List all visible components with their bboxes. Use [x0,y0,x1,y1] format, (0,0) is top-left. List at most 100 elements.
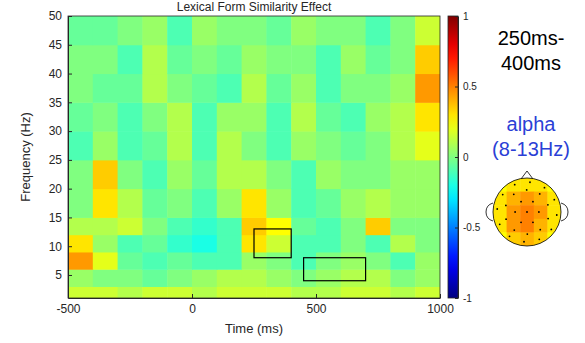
heat-cell [192,16,217,45]
heat-cell [217,74,242,103]
electrode [553,199,555,201]
y-tick-label: 35 [49,96,63,110]
heat-cell [366,74,391,103]
heat-cell [167,269,192,287]
x-tick-label: 0 [189,302,196,316]
heat-cell [415,160,440,189]
heat-cell [142,131,167,160]
electrode [556,214,558,216]
heat-cell [118,235,143,253]
topography-cell [520,205,534,219]
heat-cell [167,160,192,189]
topography-cell [520,192,534,206]
topography-cell [547,232,561,246]
x-tick-label: 500 [306,302,326,316]
heat-cell [242,74,267,103]
heat-cell [415,102,440,131]
heat-cell [341,74,366,103]
heat-cell [341,252,366,270]
colorbar-tick-mark [455,298,458,299]
heat-cell [217,131,242,160]
heat-cell [291,189,316,218]
heat-cell [68,102,93,131]
heat-cell [68,74,93,103]
heat-cell [118,160,143,189]
heat-cell [366,160,391,189]
heat-cell [316,16,341,45]
heat-cell [217,269,242,287]
heat-cell [68,16,93,45]
heat-cell [68,269,93,287]
heat-cell [316,160,341,189]
x-tick-mark [440,294,441,298]
x-tick: 500 [306,294,326,316]
heat-cell [291,217,316,235]
highlight-box [304,258,366,281]
heatmap-cells [68,16,440,298]
heat-cell [266,189,291,218]
heat-cell [341,45,366,74]
heat-cell [118,74,143,103]
heat-cell [192,189,217,218]
heat-cell [390,160,415,189]
electrode [526,211,528,213]
y-tick: 15 [49,211,72,225]
heat-cell [316,269,341,287]
electrode [529,181,531,183]
topography-cell [507,219,521,233]
y-tick: 35 [49,96,72,110]
heat-cell [341,16,366,45]
heat-cell [93,252,118,270]
topography-cell [493,232,507,246]
topography-cell [547,219,561,233]
y-tick-mark [68,246,72,247]
electrode [505,205,507,207]
heat-cell [68,131,93,160]
electrode [502,194,504,196]
topography-cell [493,178,507,192]
topography-cell [507,205,521,219]
heat-cell [93,74,118,103]
electrode [532,201,534,203]
heat-cell [167,74,192,103]
heat-cell [217,286,242,298]
topography-cell [534,178,548,192]
heat-cell [316,189,341,218]
heat-cell [366,45,391,74]
topography-cell [534,219,548,233]
heat-cell [242,189,267,218]
heat-cell [415,131,440,160]
heat-cell [366,286,391,298]
heat-cell [142,45,167,74]
heat-cell [242,286,267,298]
y-tick-mark [68,217,72,218]
heat-cell [242,45,267,74]
y-tick-mark [68,131,72,132]
window-label: 400ms [501,52,561,74]
y-tick-mark [68,102,72,103]
heat-cell [93,217,118,235]
heat-cell [93,45,118,74]
heat-cell [192,286,217,298]
heat-cell [167,45,192,74]
y-tick: 20 [49,182,72,196]
y-tick: 45 [49,38,72,52]
heat-cell [118,131,143,160]
heat-cell [68,286,93,298]
heat-cell [167,102,192,131]
heat-cell [217,160,242,189]
heat-cell [217,217,242,235]
heat-cell [341,269,366,287]
x-axis-line [69,298,441,299]
heat-cell [192,217,217,235]
electrode [539,229,541,231]
heat-cell [415,269,440,287]
topography-cell [547,178,561,192]
heat-cell [118,217,143,235]
colorbar-tick: -1 [455,293,472,304]
heat-cell [390,102,415,131]
y-tick-label: 5 [55,268,62,282]
heat-cell [291,286,316,298]
heat-cell [341,102,366,131]
x-tick-label: 1000 [427,302,454,316]
